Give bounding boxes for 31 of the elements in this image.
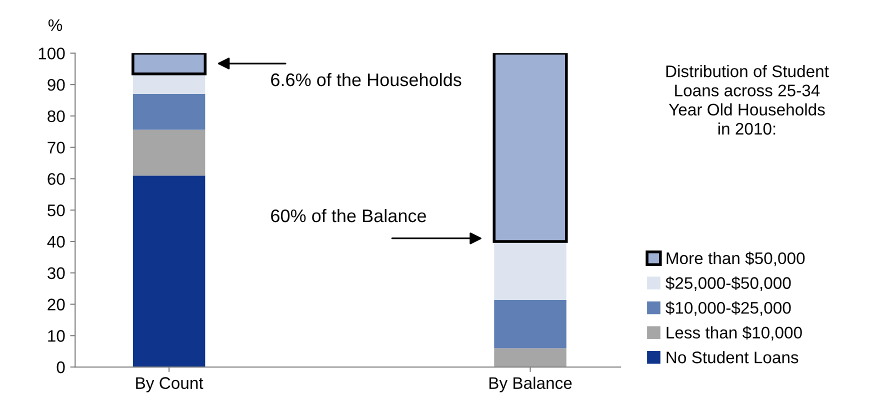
legend-label: More than $50,000 [666,252,805,266]
annotation: 6.6% of the Households [271,72,462,86]
bar [132,74,206,94]
y-tick-label: 10 [48,330,65,342]
legend-label: $25,000-$50,000 [666,276,791,291]
y-tick-label: 90 [48,78,65,91]
bar [132,94,206,130]
y-axis-title: % [48,19,62,31]
y-tick-label: 30 [48,267,65,280]
bar [132,53,207,76]
bar [494,241,566,300]
bar [494,300,566,348]
x-tick-label: By Count [136,377,204,392]
legend-label: Less than $10,000 [666,326,802,341]
y-tick-label: 50 [48,204,65,216]
annotation: 60% of the Balance [271,208,426,222]
bar [492,53,568,243]
y-tick-label: 40 [47,236,65,248]
y-tick-label: 80 [48,110,65,122]
y-tick-label: 0 [56,361,65,374]
x-tick-label: By Balance [489,376,572,392]
legend-title: Distribution of Student Loans across 25-34 Year Old Households in 2010: [666,64,829,135]
legend-label: No Student Loans [666,351,798,364]
y-tick-label: 100 [38,48,65,60]
bar [132,130,206,176]
bar [132,176,206,368]
legend-label: $10,000-$25,000 [666,301,791,316]
y-tick-label: 70 [48,142,65,154]
bar [494,348,566,368]
y-tick-label: 20 [48,298,65,310]
y-tick-label: 60 [48,173,65,185]
